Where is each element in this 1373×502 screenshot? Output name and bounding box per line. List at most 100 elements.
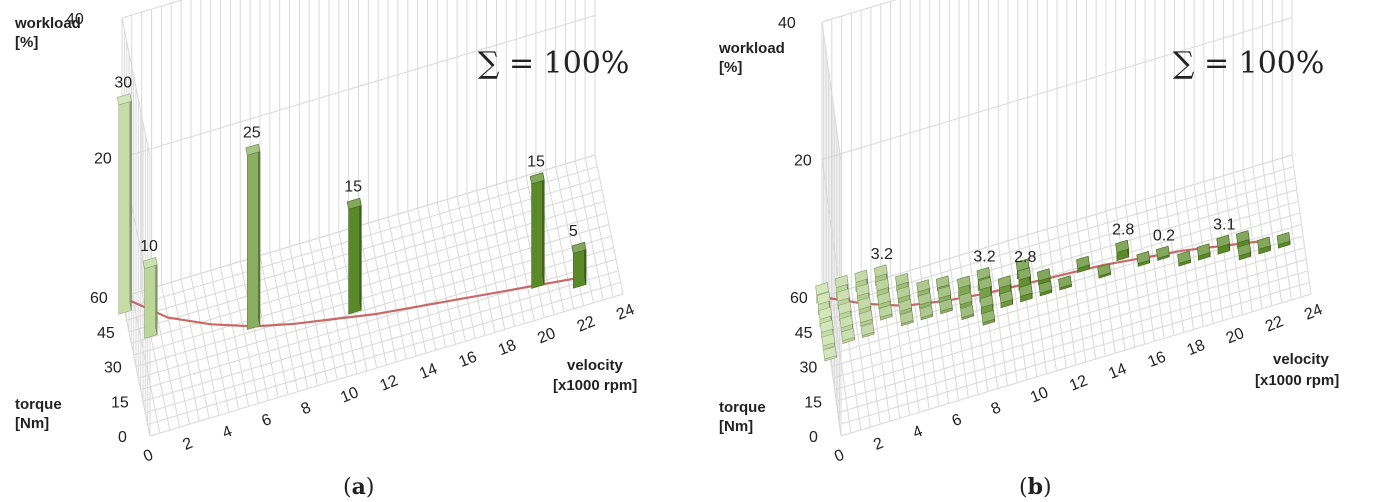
floor-gridline xyxy=(145,270,619,414)
bar-top-face xyxy=(919,305,934,319)
bar-top-face xyxy=(917,292,932,306)
bar-top-face xyxy=(895,272,909,286)
bar xyxy=(899,311,914,327)
x-tick-label: 6 xyxy=(950,411,965,430)
data-label: 2.8 xyxy=(1112,221,1134,238)
x-tick-label: 16 xyxy=(456,349,479,371)
y-tick-label: 45 xyxy=(795,325,813,342)
data-label: 5 xyxy=(569,223,578,240)
bar xyxy=(821,333,836,350)
data-label: 2.8 xyxy=(1014,249,1036,266)
bar-top-face xyxy=(859,309,873,324)
floor-gridline xyxy=(147,281,621,425)
bar-top-face xyxy=(245,143,261,156)
floor-gridline xyxy=(131,200,605,344)
bar xyxy=(346,197,362,315)
bar xyxy=(1136,250,1151,267)
panel-b-y-axis-title: torque xyxy=(719,399,766,416)
panel-a-y-axis-unit: [Nm] xyxy=(15,415,49,432)
bar xyxy=(1115,239,1129,262)
y-tick-label: 60 xyxy=(90,290,108,307)
floor-gridline xyxy=(832,235,1304,379)
bar xyxy=(1196,243,1211,261)
z-tick-label: 20 xyxy=(94,151,112,168)
bar xyxy=(999,290,1013,309)
bar xyxy=(917,292,932,309)
bar-front-face xyxy=(348,205,362,315)
bar-side-face xyxy=(542,172,545,285)
bar-top-face xyxy=(873,264,888,278)
panel-b-x-axis-title: velocity xyxy=(1273,351,1330,368)
data-label: 0.2 xyxy=(1153,227,1175,244)
bar xyxy=(1097,263,1111,279)
bar xyxy=(818,306,832,327)
floor-gridline xyxy=(135,224,610,367)
x-tick-label: 6 xyxy=(259,411,274,430)
bar-top-face xyxy=(1115,239,1129,253)
bar xyxy=(878,304,893,321)
bar-top-face xyxy=(896,285,911,299)
bar-top-face xyxy=(937,285,952,299)
data-label: 15 xyxy=(344,179,362,196)
bar-top-face xyxy=(1038,280,1053,294)
floor-gridline xyxy=(837,270,1308,414)
bar-top-face xyxy=(1036,268,1051,282)
bar-top-face xyxy=(571,241,587,254)
bar-top-face xyxy=(1076,255,1090,269)
x-tick-label: 18 xyxy=(496,337,519,359)
bar-top-face xyxy=(816,291,831,305)
data-label: 15 xyxy=(527,153,545,170)
panel-b-z-axis-title: workload xyxy=(718,40,785,57)
x-tick-label: 10 xyxy=(1028,384,1051,406)
bar-top-face xyxy=(834,274,849,289)
panel-b-z-axis-unit: [%] xyxy=(719,59,742,76)
panel-a-data-labels: 30 10 25 15 15 5 xyxy=(114,74,578,255)
bar xyxy=(1038,280,1053,297)
x-tick-label: 12 xyxy=(1067,372,1090,394)
panel-b-y-axis-unit: [Nm] xyxy=(719,418,753,435)
bar-top-face xyxy=(1058,275,1072,289)
bar-top-face xyxy=(815,282,829,296)
bar-top-face xyxy=(916,279,930,293)
x-tick-label: 14 xyxy=(417,360,440,382)
bar-top-face xyxy=(346,197,362,210)
bar xyxy=(857,296,872,315)
bar-front-face xyxy=(531,179,545,289)
bar-side-face xyxy=(155,257,158,335)
wall-level-line xyxy=(821,0,897,162)
data-label: 3.2 xyxy=(871,246,893,263)
bar-top-face xyxy=(142,257,158,270)
x-tick-label: 24 xyxy=(614,301,637,323)
floor-gridline xyxy=(133,212,607,356)
panel-b-bars xyxy=(815,230,1291,362)
x-tick-label: 16 xyxy=(1145,349,1168,371)
panel-b-sum-label: ∑ = 100% xyxy=(1173,46,1324,81)
panel-b-x-axis-unit: [x1000 rpm] xyxy=(1255,372,1339,389)
y-tick-label: 0 xyxy=(118,429,127,446)
bar-top-face xyxy=(837,301,852,315)
x-tick-label: 0 xyxy=(832,447,847,466)
floor-gridline xyxy=(821,154,1293,298)
floor-gridline xyxy=(149,293,624,437)
bar-top-face xyxy=(860,322,875,337)
bar xyxy=(819,319,834,339)
floor-gridline xyxy=(826,189,1297,333)
x-tick-label: 22 xyxy=(1263,313,1286,335)
bar xyxy=(1257,236,1271,255)
y-tick-label: 0 xyxy=(809,429,818,446)
bar-top-face xyxy=(981,309,995,323)
bar xyxy=(1036,268,1051,285)
bar-top-face xyxy=(854,269,868,283)
bar xyxy=(1156,245,1170,261)
x-tick-label: 12 xyxy=(378,372,401,394)
bar-top-face xyxy=(935,275,950,289)
panel-a-sum-label: ∑ = 100% xyxy=(478,46,629,81)
bar xyxy=(1076,255,1090,273)
floor-gridline xyxy=(840,293,1312,437)
panel-b-walls xyxy=(821,0,1293,437)
data-label: 3.1 xyxy=(1213,216,1235,233)
bar-top-face xyxy=(1097,263,1111,277)
bar-top-face xyxy=(958,291,973,306)
